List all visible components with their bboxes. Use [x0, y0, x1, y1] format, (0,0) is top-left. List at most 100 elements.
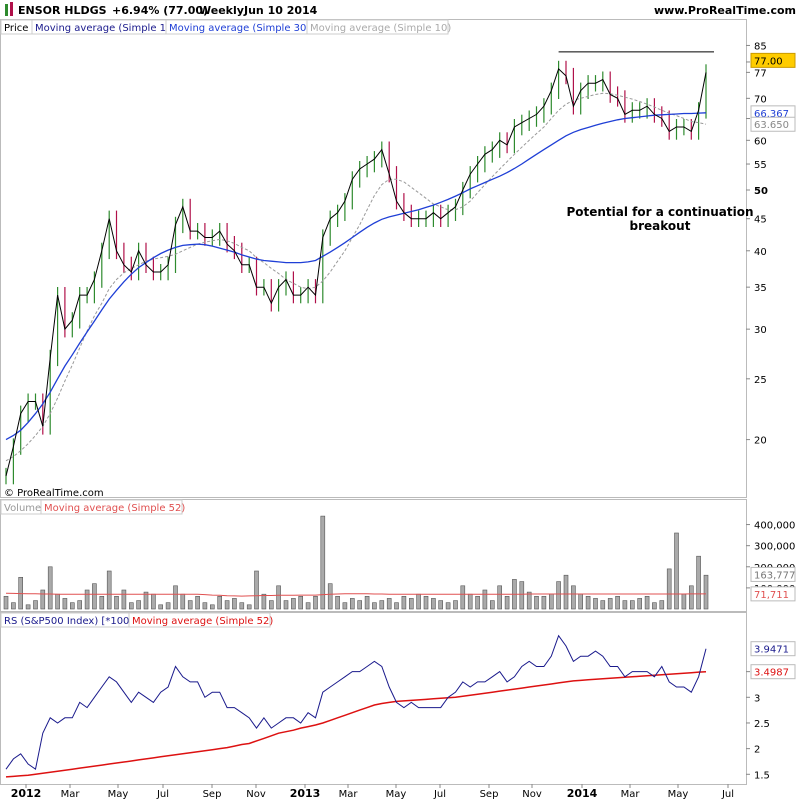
ma30-line — [5, 112, 707, 441]
volume-bar — [401, 595, 407, 610]
volume-bar — [423, 595, 429, 610]
price-axis-label: 50 — [754, 186, 768, 197]
x-axis-label: Nov — [522, 789, 542, 800]
volume-bar — [386, 598, 392, 610]
volume-bar — [379, 600, 385, 610]
volume-bar — [571, 585, 576, 610]
volume-bar — [33, 600, 38, 610]
volume-bar — [504, 595, 510, 610]
volume-bar — [70, 602, 75, 610]
volume-bar — [644, 595, 650, 610]
x-axis-label: Mar — [621, 789, 641, 800]
volume-badge: 163,777 — [754, 570, 795, 581]
price-axis-label: 85 — [754, 41, 767, 52]
volume-bar — [394, 602, 399, 610]
volume-bar — [534, 595, 539, 610]
ma1-line — [5, 67, 707, 477]
volume-bar — [202, 602, 208, 610]
volume-bar — [688, 585, 694, 610]
volume-bar — [217, 595, 222, 610]
volume-bar — [254, 570, 259, 610]
volume-bar — [3, 595, 9, 610]
volume-badge-bg — [750, 566, 796, 582]
rs-panel — [0, 612, 747, 785]
volume-bar — [607, 598, 613, 610]
legend-ma10: Moving average (Simple 10) — [310, 23, 451, 34]
volume-bar — [556, 581, 561, 610]
volume-axis-label: 300,000 — [754, 542, 795, 553]
volume-bar — [497, 585, 503, 610]
volume-plot — [3, 515, 709, 610]
volume-bar — [526, 591, 532, 610]
x-axis-label: May — [108, 789, 129, 800]
price-axis-label: 25 — [754, 375, 767, 386]
period-label: Weekly — [199, 4, 244, 17]
volume-bar — [342, 602, 348, 610]
annotation-line-2: breakout — [630, 219, 691, 233]
volume-bar — [173, 585, 178, 610]
volume-bar — [652, 602, 657, 610]
volume-bar — [136, 600, 141, 610]
volume-bar — [246, 604, 252, 610]
rs-axis-label: 1.5 — [754, 770, 770, 781]
volume-bar — [460, 585, 466, 610]
volume-bar — [276, 585, 281, 610]
volume-bar — [364, 595, 370, 610]
volume-bar — [629, 600, 635, 610]
axes: 8580777065605550454035302520400,000300,0… — [11, 41, 796, 800]
price-axis-label: 20 — [754, 436, 767, 447]
price-axis-label: 40 — [754, 247, 767, 258]
rs-axis-label: 3 — [754, 693, 760, 704]
price-axis-label: 60 — [754, 136, 767, 147]
volume-bar — [349, 598, 355, 610]
price-axis-label: 30 — [754, 325, 767, 336]
rs-axis-label: 2.5 — [754, 719, 770, 730]
volume-bar — [372, 602, 377, 610]
volume-bar — [327, 583, 333, 610]
volume-bar — [158, 604, 163, 610]
legend-volume: Volume — [4, 503, 41, 514]
price-axis-label: 70 — [754, 94, 767, 105]
volume-bar — [62, 598, 68, 610]
watermark: © ProRealTime.com — [4, 488, 104, 499]
price-plot — [5, 51, 714, 485]
change-label: +6.94% (77.00) — [112, 4, 208, 17]
volume-bar — [600, 600, 606, 610]
rs-line — [5, 634, 707, 771]
price-badge-ma10: 63.650 — [754, 120, 789, 131]
x-axis-label: Mar — [339, 789, 359, 800]
rs-badge-bg — [750, 641, 796, 657]
volume-bar — [114, 595, 119, 610]
volume-bar — [305, 602, 311, 610]
logo-bar-icon — [5, 4, 8, 16]
legend-volume-ma: Moving average (Simple 52) — [44, 503, 185, 514]
price-panel — [0, 19, 747, 498]
volume-bar — [431, 598, 436, 610]
volume-bar — [92, 583, 97, 610]
volume-bar — [408, 598, 414, 610]
volume-panel — [0, 499, 747, 612]
date-label: Jun 10 2014 — [243, 4, 318, 17]
x-axis-label: Jul — [433, 789, 446, 800]
volume-ma-badge-bg — [750, 586, 796, 602]
volume-bar — [121, 589, 127, 610]
price-badge-last-bg — [750, 52, 796, 68]
rs-axis-label: 2 — [754, 745, 760, 756]
price-axis-label: 35 — [754, 283, 767, 294]
volume-bar — [519, 581, 525, 610]
price-badge-ma30: 66.367 — [754, 109, 789, 120]
volume-bar — [151, 593, 156, 610]
volume-bar — [283, 600, 289, 610]
site-link[interactable]: www.ProRealTime.com — [654, 4, 796, 17]
volume-bar — [489, 600, 495, 610]
volume-bar — [467, 593, 473, 610]
rs-legend: RS (S&P500 Index) [*100] Moving average … — [0, 612, 273, 628]
x-axis-label: May — [386, 789, 407, 800]
volume-bar — [320, 515, 326, 610]
chart-header: ENSOR HLDGS +6.94% (77.00) Weekly Jun 10… — [5, 2, 796, 17]
volume-bar — [129, 602, 134, 610]
volume-bar — [548, 593, 554, 610]
volume-bar — [239, 602, 245, 610]
price-badge-last: 77.00 — [754, 56, 783, 67]
